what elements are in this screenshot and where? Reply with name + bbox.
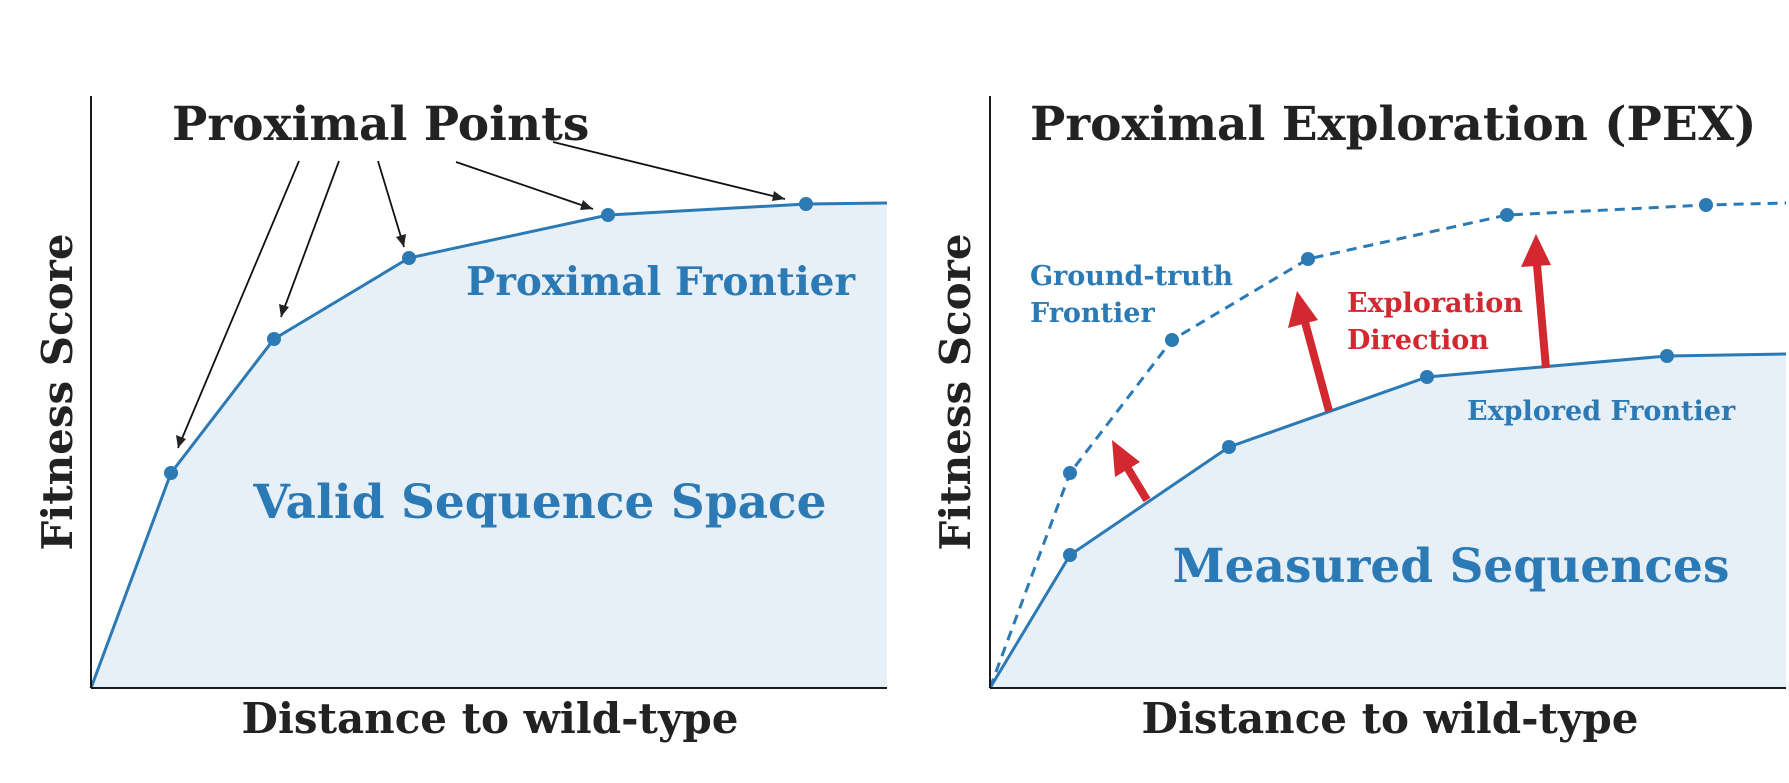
ground-truth-point [1165, 333, 1179, 347]
exploration-direction-label-line1: Exploration [1347, 288, 1523, 319]
pointer-arrowhead [176, 435, 186, 448]
ground-truth-point [1500, 208, 1514, 222]
explored-point [1660, 349, 1674, 363]
ground-truth-point [1063, 466, 1077, 480]
left-title: Proximal Points [172, 97, 589, 152]
right-x-axis-label: Distance to wild-type [1142, 694, 1639, 743]
ground-truth-label-line2: Frontier [1030, 298, 1155, 329]
proximal-point [164, 466, 178, 480]
explored-point [1222, 440, 1236, 454]
valid-sequence-space-region [91, 203, 887, 688]
exploration-arrow [1123, 464, 1151, 503]
pointer-arrow [177, 160, 300, 449]
pointer-arrowhead [279, 304, 289, 317]
measured-sequences-label: Measured Sequences [1173, 539, 1730, 594]
proximal-point-pointers [176, 141, 786, 449]
exploration-arrowhead [1112, 440, 1140, 477]
pointer-arrow [455, 161, 594, 210]
right-title: Proximal Exploration (PEX) [1030, 97, 1756, 152]
exploration-arrowhead [1288, 291, 1318, 328]
right-y-axis-label: Fitness Score [931, 233, 980, 550]
explored-frontier-label: Explored Frontier [1467, 396, 1736, 427]
pointer-arrowhead [580, 200, 593, 210]
exploration-arrow [1301, 320, 1333, 413]
left-x-axis-label: Distance to wild-type [242, 694, 739, 743]
exploration-direction-arrows [1112, 234, 1551, 503]
pointer-arrowhead [772, 191, 785, 201]
ground-truth-point [1301, 252, 1315, 266]
proximal-point [267, 332, 281, 346]
ground-truth-label-line1: Ground-truth [1030, 261, 1233, 292]
pointer-arrow [552, 141, 786, 200]
exploration-direction-label-line2: Direction [1347, 325, 1489, 356]
proximal-frontier-label: Proximal Frontier [466, 259, 855, 305]
measured-sequences-region [990, 354, 1786, 688]
pointer-arrow [280, 160, 340, 318]
exploration-arrow [1533, 264, 1550, 369]
proximal-point [601, 208, 615, 222]
left-y-axis-label: Fitness Score [33, 233, 82, 550]
valid-sequence-space-label: Valid Sequence Space [252, 475, 826, 530]
proximal-point [402, 251, 416, 265]
ground-truth-point [1699, 198, 1713, 212]
left-panel: Proximal Points Proximal Frontier Valid … [33, 96, 888, 743]
right-panel: Proximal Exploration (PEX) Ground-truth … [931, 96, 1787, 743]
proximal-point [799, 197, 813, 211]
exploration-arrowhead [1521, 234, 1551, 267]
pointer-arrow [377, 160, 405, 248]
pointer-arrowhead [396, 234, 406, 247]
explored-frontier-line [988, 352, 1787, 689]
explored-point [1063, 548, 1077, 562]
explored-point [1420, 370, 1434, 384]
